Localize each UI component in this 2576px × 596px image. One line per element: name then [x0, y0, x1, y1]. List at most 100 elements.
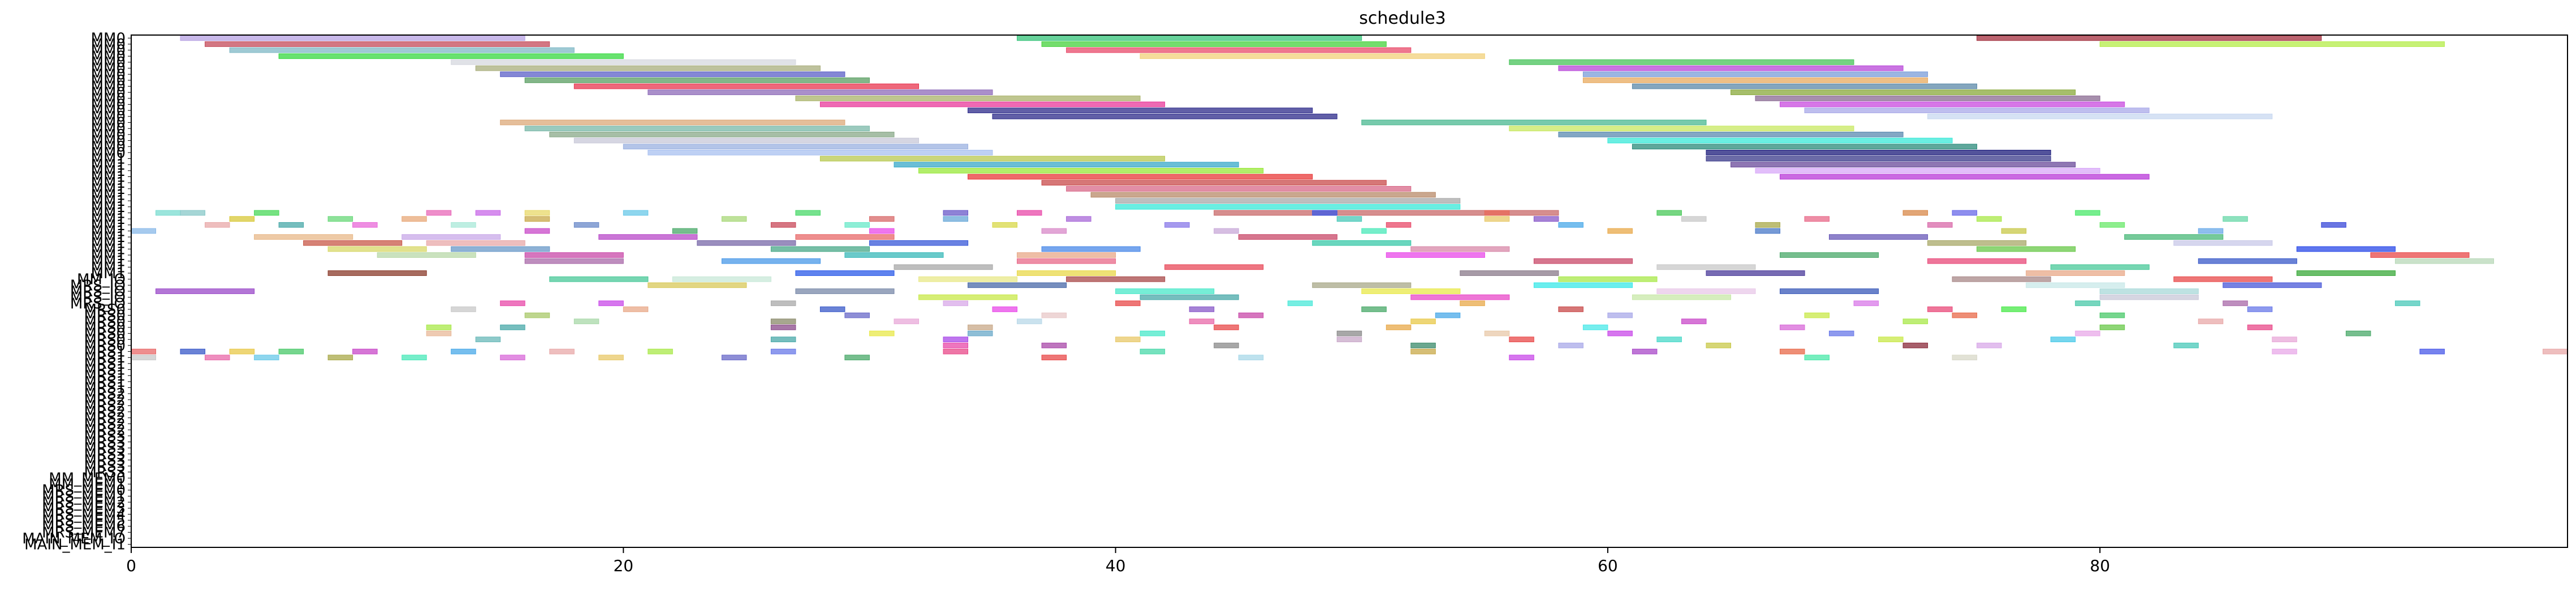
- row-label: MM0: [91, 120, 126, 137]
- task-bar: [968, 282, 1067, 288]
- task-bar: [426, 210, 452, 216]
- task-bar: [894, 318, 919, 325]
- task-bar: [2296, 246, 2396, 252]
- task-bar: [1017, 35, 1362, 41]
- row-label: MRS_MEM3: [42, 500, 126, 517]
- task-bar: [795, 270, 895, 276]
- task-bar: [1731, 89, 2076, 96]
- task-bar: [1484, 216, 1510, 222]
- task-bar: [770, 348, 796, 355]
- task-bar: [2124, 234, 2224, 240]
- task-bar: [1952, 276, 2051, 282]
- task-bar: [254, 355, 279, 361]
- row-label: MM0: [91, 133, 126, 150]
- task-bar: [1681, 318, 1707, 325]
- task-bar: [648, 282, 747, 288]
- task-bar: [992, 306, 1017, 312]
- row-label: MM1: [91, 241, 126, 258]
- row-label: MM1: [91, 265, 126, 282]
- task-bar: [549, 276, 649, 282]
- task-bar: [1460, 300, 1485, 306]
- task-bar: [205, 355, 230, 361]
- task-bar: [1780, 174, 2150, 180]
- task-bar: [573, 318, 599, 325]
- row-label: MRS3: [84, 452, 126, 469]
- task-bar: [648, 348, 673, 355]
- chart-title: schedule3: [1359, 8, 1446, 28]
- row-label: MM1: [91, 229, 126, 246]
- task-bar: [500, 71, 845, 77]
- row-label: MRS3: [84, 434, 126, 451]
- task-bar: [598, 300, 624, 306]
- task-bar: [1509, 355, 1534, 361]
- task-bar: [131, 228, 156, 234]
- task-bar: [721, 258, 821, 264]
- row-label: MM_MEM1: [49, 476, 126, 493]
- task-bar: [968, 325, 993, 330]
- task-bar: [229, 348, 255, 355]
- task-bar: [795, 96, 1141, 101]
- row-label: MM1: [91, 187, 126, 204]
- task-bar: [1017, 270, 1116, 276]
- task-bar: [1214, 228, 1239, 234]
- row-label: MM0: [91, 102, 126, 119]
- task-bar: [894, 162, 1239, 167]
- task-bar: [1533, 258, 1633, 264]
- task-bar: [475, 336, 501, 343]
- task-bar: [1336, 336, 1362, 343]
- task-bar: [1902, 318, 1928, 325]
- task-bar: [451, 222, 476, 228]
- task-bar: [1632, 294, 1731, 300]
- row-label: MM1: [91, 151, 126, 168]
- task-bar: [1115, 336, 1141, 343]
- task-bar: [1706, 343, 1731, 348]
- task-bar: [2026, 270, 2125, 276]
- task-bar: [1952, 210, 1978, 216]
- task-bar: [770, 300, 796, 306]
- task-bar: [1484, 330, 1510, 336]
- task-bar: [549, 132, 895, 137]
- row-label: MM1: [91, 205, 126, 222]
- task-bar: [1853, 300, 1879, 306]
- row-label: MRS2: [84, 392, 126, 409]
- task-bar: [156, 210, 181, 216]
- task-bar: [819, 101, 1166, 107]
- task-bar: [2173, 276, 2273, 282]
- task-bar: [1558, 343, 1583, 348]
- task-bar: [1189, 318, 1215, 325]
- task-bar: [1041, 228, 1067, 234]
- task-bar: [1410, 343, 1436, 348]
- task-bar: [918, 168, 1264, 174]
- task-bar: [1533, 282, 1633, 288]
- task-bar: [1607, 312, 1633, 318]
- row-label: MRS_MEM7: [42, 524, 126, 541]
- task-bar: [1977, 216, 2002, 222]
- row-label: MRS2: [84, 416, 126, 433]
- task-bar: [1115, 198, 1461, 204]
- task-bar: [131, 355, 156, 361]
- task-bar: [598, 355, 624, 361]
- task-bar: [819, 306, 845, 312]
- row-label: MRS2: [84, 410, 126, 427]
- row-label: MM1: [91, 211, 126, 228]
- task-bar: [1780, 325, 1805, 330]
- task-bar: [1780, 101, 2125, 107]
- task-bar: [426, 330, 452, 336]
- task-bar: [1755, 96, 2100, 101]
- task-bar: [2198, 258, 2297, 264]
- task-bar: [451, 59, 796, 65]
- task-bar: [2223, 282, 2322, 288]
- task-bar: [770, 318, 796, 325]
- row-label: MM1: [91, 175, 126, 192]
- task-bar: [2223, 216, 2248, 222]
- task-bar: [844, 355, 870, 361]
- task-bar: [2099, 222, 2125, 228]
- x-tick-label: 20: [613, 556, 633, 575]
- row-label: MRS2: [84, 398, 126, 415]
- task-bar: [1164, 264, 1264, 270]
- task-bar: [1017, 210, 1042, 216]
- row-label: MRS3: [84, 440, 126, 457]
- task-bar: [1533, 216, 1559, 222]
- task-bar: [2543, 348, 2568, 355]
- row-label: MRS2: [84, 422, 126, 439]
